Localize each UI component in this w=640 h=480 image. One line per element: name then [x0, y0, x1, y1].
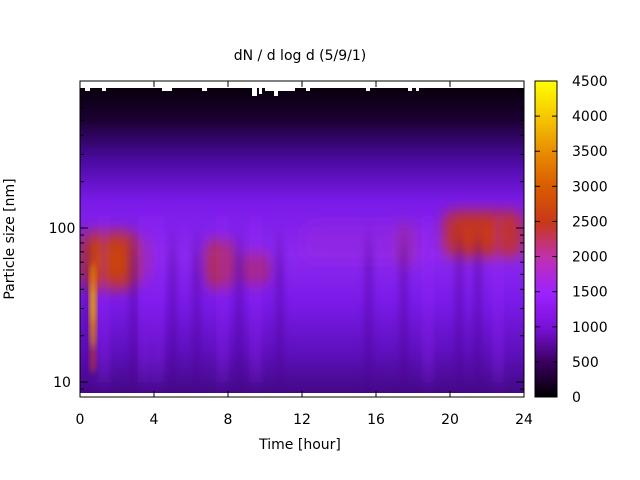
colorbar-tick-label: 3500 — [572, 144, 608, 160]
x-axis-label: Time [hour] — [258, 437, 341, 453]
chart-title: dN / d log d (5/9/1) — [234, 48, 367, 64]
low-streak — [169, 242, 176, 397]
low-streak — [474, 242, 481, 397]
x-tick-label: 4 — [150, 412, 159, 428]
colorbar-tick-label: 2000 — [572, 250, 608, 266]
purple-streak — [494, 215, 503, 383]
x-tick-label: 12 — [293, 412, 311, 428]
colorbar-tick-label: 1000 — [572, 320, 608, 336]
y-axis-ticks: 10 100 — [49, 80, 524, 398]
low-streak — [456, 242, 463, 397]
colorbar-ticks: 0 500 1000 1500 2000 2500 3000 3500 4000 4500 — [535, 74, 608, 406]
colorbar-tick-label: 4000 — [572, 109, 608, 125]
y-axis-label: Particle size [nm] — [2, 178, 18, 299]
purple-streak — [218, 215, 227, 383]
low-streak — [276, 242, 283, 397]
colorbar-tick-label: 3000 — [572, 179, 608, 195]
low-streak — [236, 242, 243, 397]
colorbar-tick-label: 2500 — [572, 214, 608, 230]
y-tick-label: 100 — [49, 221, 76, 237]
low-streak — [365, 242, 372, 397]
heatmap-core — [89, 262, 97, 374]
heatmap-blobs — [80, 210, 524, 290]
heatmap-area — [80, 81, 524, 397]
purple-streak — [251, 215, 260, 383]
mode-blob — [302, 221, 432, 263]
y-tick-label: 10 — [53, 375, 71, 391]
purple-streak — [140, 215, 149, 383]
purple-streak — [100, 215, 109, 383]
x-tick-label: 20 — [441, 412, 459, 428]
x-axis-ticks: 0 4 8 12 16 20 24 — [76, 81, 533, 428]
heatmap-streaks — [83, 215, 503, 397]
peak-core-low — [90, 345, 96, 374]
peak-core-bright — [90, 286, 95, 323]
purple-streak — [423, 215, 432, 383]
mode-blob — [453, 221, 506, 248]
x-tick-label: 8 — [224, 412, 233, 428]
colorbar — [534, 80, 558, 398]
low-streak — [193, 242, 200, 397]
low-streak — [130, 242, 137, 397]
low-streak — [83, 242, 90, 397]
colorbar-tick-label: 1500 — [572, 285, 608, 301]
colorbar-tick-label: 4500 — [572, 74, 608, 90]
x-tick-label: 0 — [76, 412, 85, 428]
low-streak — [400, 242, 407, 397]
purple-streak — [153, 215, 162, 383]
colorbar-tick-label: 500 — [572, 355, 599, 371]
x-tick-label: 16 — [367, 412, 385, 428]
colorbar-tick-label: 0 — [572, 390, 581, 406]
x-tick-label: 24 — [515, 412, 533, 428]
